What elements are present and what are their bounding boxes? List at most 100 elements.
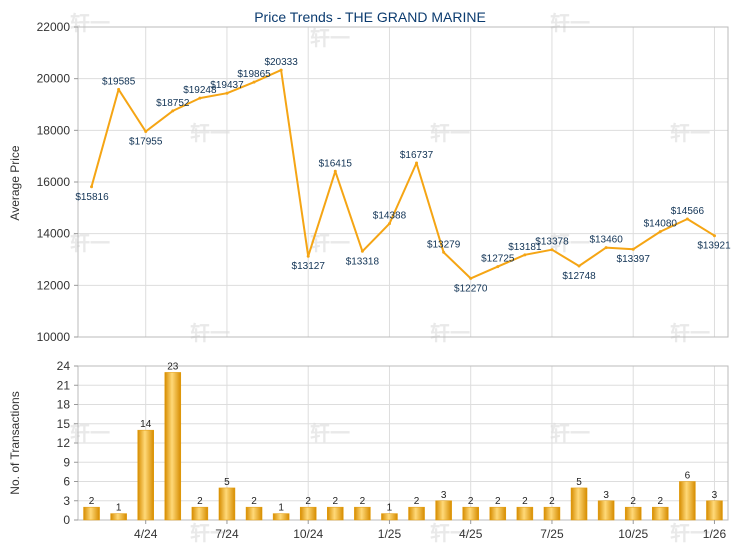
transaction-bar-label: 5: [224, 477, 230, 488]
price-point: [496, 265, 500, 269]
price-data-label: $19585: [102, 76, 136, 87]
price-panel: Price Trends - THE GRAND MARINE Average …: [8, 9, 731, 344]
price-point: [144, 129, 148, 133]
tx-y-tick-label: 24: [57, 359, 71, 373]
price-y-tick-label: 22000: [37, 20, 71, 34]
price-line: [90, 69, 716, 280]
tx-x-tick-label: 4/24: [134, 527, 158, 541]
tx-x-tick-label: 1/26: [703, 527, 727, 541]
tx-y-tick-label: 21: [57, 378, 71, 392]
price-data-label: $13181: [508, 242, 542, 253]
tx-x-tick-label: 10/25: [618, 527, 648, 541]
transaction-bar: [272, 513, 290, 521]
transaction-bar: [597, 500, 615, 521]
price-point: [415, 161, 419, 165]
transaction-bar-label: 1: [387, 503, 393, 514]
price-point: [198, 96, 202, 100]
price-point: [658, 230, 662, 234]
watermark-text: 轩一: [430, 321, 470, 345]
price-data-labels: $15816 $19585 $17955 $18752 $19248$19437$198…: [75, 57, 731, 294]
price-point: [333, 169, 337, 173]
price-point: [442, 250, 446, 254]
transaction-bar-label: 14: [140, 419, 152, 430]
price-data-label: $13460: [589, 235, 623, 246]
price-y-tick-label: 12000: [37, 278, 71, 292]
price-point: [685, 217, 689, 221]
transaction-bar-label: 2: [658, 496, 664, 507]
price-data-label: $17955: [129, 136, 163, 147]
tx-x-tick-label: 1/25: [378, 527, 402, 541]
transaction-bar-label: 23: [167, 361, 179, 372]
watermark-text: 轩一: [310, 26, 350, 50]
transaction-bar-label: 2: [495, 496, 501, 507]
transaction-bar: [191, 506, 209, 521]
watermark-text: 轩一: [190, 121, 230, 145]
transaction-bar-label: 3: [603, 490, 609, 501]
transaction-bar-label: 2: [305, 496, 311, 507]
price-series: [90, 68, 716, 280]
price-point: [90, 185, 94, 189]
transaction-bar: [462, 506, 479, 521]
watermark-text: 轩一: [70, 421, 110, 445]
transaction-bar: [489, 506, 507, 521]
price-point: [279, 68, 283, 72]
transaction-bar: [245, 506, 263, 521]
transaction-bar: [624, 506, 642, 521]
watermark-text: 轩一: [550, 231, 590, 255]
tx-bars: [83, 372, 723, 521]
transaction-bar-label: 2: [360, 496, 366, 507]
tx-x-tick-label: 4/25: [459, 527, 483, 541]
transaction-bar-label: 5: [576, 477, 582, 488]
price-data-label: $14080: [644, 219, 678, 230]
transaction-bar-label: 2: [414, 496, 420, 507]
transaction-bar-label: 2: [549, 496, 555, 507]
tx-y-tick-label: 3: [63, 494, 70, 508]
price-point: [550, 248, 554, 252]
transaction-bar-label: 2: [333, 496, 339, 507]
price-data-label: $13279: [427, 239, 461, 250]
price-point: [577, 264, 581, 268]
price-y-tick-label: 14000: [37, 227, 71, 241]
price-y-tick-label: 16000: [37, 175, 71, 189]
watermark-text: 轩一: [310, 231, 350, 255]
watermark-text: 轩一: [430, 521, 470, 545]
transaction-bar: [110, 513, 127, 521]
transaction-bar: [408, 506, 425, 521]
chart-title: Price Trends - THE GRAND MARINE: [254, 9, 486, 25]
price-point: [523, 253, 527, 257]
transaction-bar: [679, 481, 696, 521]
transaction-bar: [516, 506, 534, 521]
watermark-text: 轩一: [70, 231, 110, 255]
transaction-bar-label: 1: [116, 503, 122, 514]
price-y-tick-label: 18000: [37, 123, 71, 137]
transaction-bar-label: 3: [441, 490, 447, 501]
transaction-bar: [164, 372, 182, 521]
price-data-label: $16415: [319, 158, 353, 169]
watermark-text: 轩一: [670, 121, 710, 145]
transaction-bar: [327, 506, 344, 521]
tx-y-tick-label: 6: [63, 475, 70, 489]
price-point: [631, 247, 635, 251]
transaction-bar-label: 1: [278, 503, 284, 514]
price-data-label: $19437: [210, 80, 244, 91]
price-data-label: $19865: [237, 69, 271, 80]
transaction-bar: [137, 429, 154, 521]
transaction-bar: [299, 506, 317, 521]
price-data-label: $12725: [481, 254, 515, 265]
transaction-bar-label: 2: [197, 496, 203, 507]
price-point: [360, 249, 364, 253]
transaction-bar-label: 2: [89, 496, 95, 507]
price-y-tick-label: 20000: [37, 72, 71, 86]
price-data-label: $20333: [264, 57, 298, 68]
price-point: [387, 222, 391, 226]
watermark-text: 轩一: [190, 321, 230, 345]
watermark-text: 轩一: [70, 11, 110, 35]
tx-y-axis-title: No. of Transactions: [8, 391, 22, 494]
price-y-axis-title: Average Price: [8, 145, 22, 220]
watermark-text: 轩一: [550, 421, 590, 445]
transaction-bar-label: 2: [630, 496, 636, 507]
transaction-bar-label: 2: [251, 496, 257, 507]
